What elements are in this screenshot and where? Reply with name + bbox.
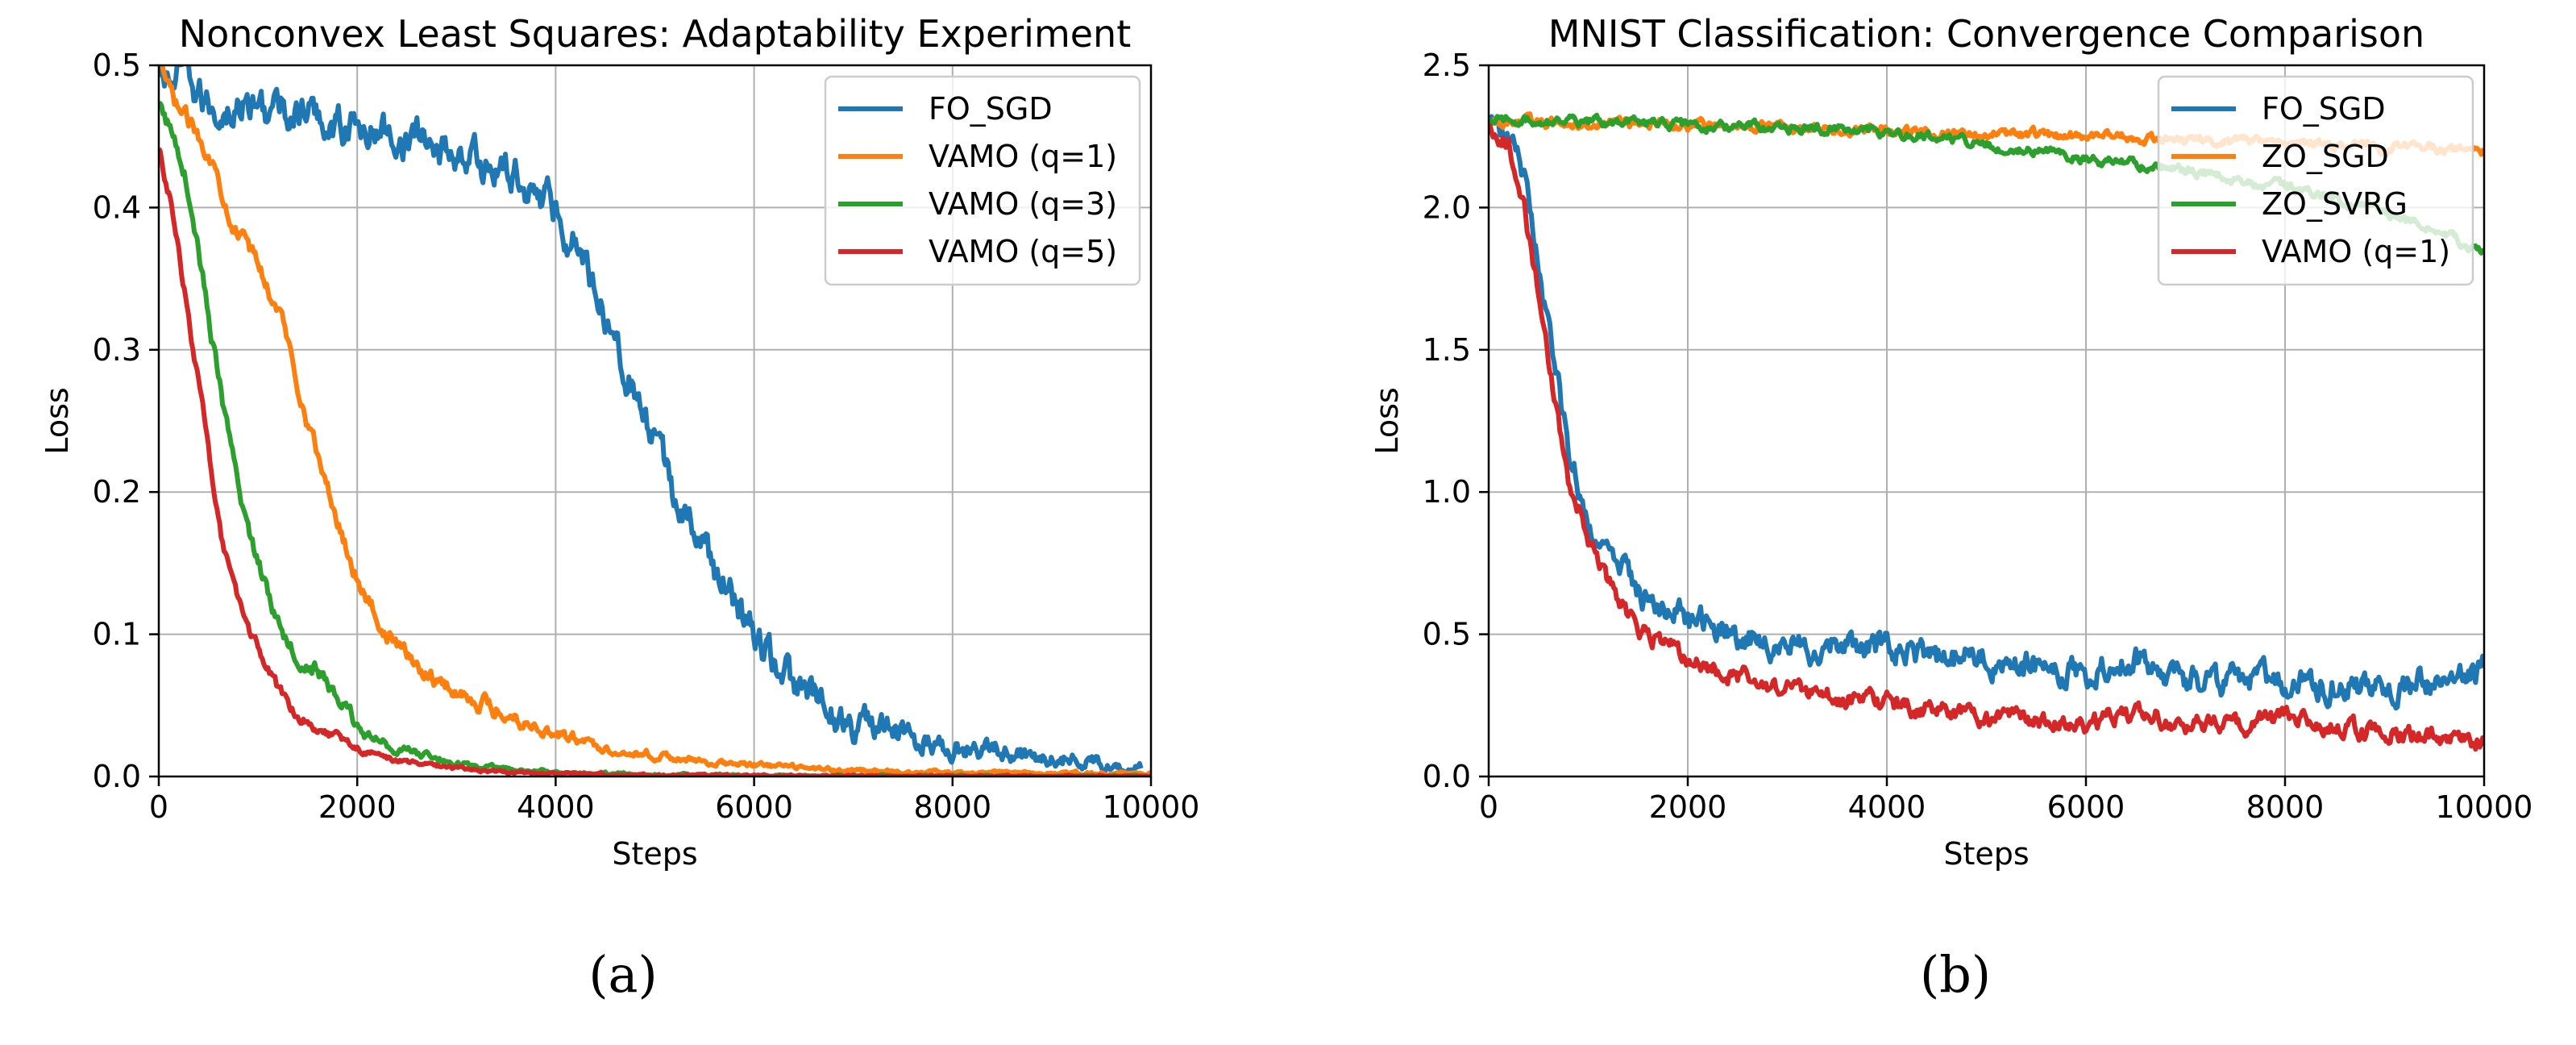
y-tick-label: 0.0 (1423, 759, 1471, 794)
series-line-fo-sgd (159, 65, 1144, 776)
legend-label: FO_SGD (929, 91, 1053, 127)
series-line-vamo-q-1- (160, 65, 1151, 776)
x-tick-label: 0 (1479, 789, 1498, 825)
chart-title: MNIST Classification: Convergence Compar… (1548, 12, 2424, 56)
y-tick-label: 0.0 (93, 759, 141, 794)
legend-label: VAMO (q=5) (929, 234, 1117, 269)
y-tick-label: 1.5 (1423, 332, 1471, 368)
legend-label: VAMO (q=1) (929, 139, 1117, 174)
y-tick-label: 0.5 (93, 48, 141, 83)
chart-panel-1: 0 2000 4000 6000 8000 10000 0.0 0.1 0.2 0.3 0.4 0.5… (39, 12, 1199, 1004)
chart-panel-2: 0 2000 4000 6000 8000 10000 0.0 0.5 1.0 1.5 2.0 2.5… (1369, 12, 2532, 1004)
x-axis-label: Steps (612, 836, 697, 872)
y-axis-label: Loss (39, 387, 75, 454)
x-tick-label: 6000 (2047, 789, 2125, 825)
x-tick-label: 10000 (2436, 789, 2533, 825)
x-tick-label: 2000 (318, 789, 397, 825)
legend-label: VAMO (q=3) (929, 186, 1117, 222)
x-axis-label: Steps (1943, 836, 2029, 872)
series-line-vamo-q-1- (1489, 123, 2484, 752)
x-tick-label: 2000 (1649, 789, 1727, 825)
legend-label: ZO_SGD (2262, 139, 2389, 174)
legend-box (2157, 75, 2474, 286)
chart-title: Nonconvex Least Squares: Adaptability Ex… (179, 12, 1132, 56)
y-tick-label: 0.1 (93, 617, 141, 652)
y-tick-label: 0.3 (93, 332, 141, 368)
y-tick-label: 0.5 (1423, 617, 1471, 652)
x-tick-label: 8000 (2246, 789, 2325, 825)
y-tick-label: 2.5 (1423, 48, 1471, 83)
legend: FO_SGD VAMO (q=1) VAMO (q=3) VAMO (q=5) (824, 75, 1141, 286)
panel-caption: (a) (588, 945, 657, 1004)
series-line-fo-sgd (1489, 114, 2484, 711)
x-tick-label: 10000 (1103, 789, 1200, 825)
legend: FO_SGD ZO_SGD ZO_SVRG VAMO (q=1) (2157, 75, 2474, 286)
x-tick-label: 8000 (913, 789, 991, 825)
panel-caption: (b) (1920, 945, 1991, 1004)
plot-frame (157, 64, 1153, 778)
x-tick-label: 4000 (1848, 789, 1926, 825)
y-axis-label: Loss (1369, 387, 1405, 454)
x-tick-label: 6000 (715, 789, 793, 825)
legend-label: FO_SGD (2262, 91, 2386, 127)
y-tick-label: 2.0 (1423, 189, 1471, 225)
plot-frame (1487, 64, 2486, 778)
x-tick-label: 0 (149, 789, 168, 825)
legend-label: VAMO (q=1) (2262, 234, 2450, 269)
x-tick-label: 4000 (517, 789, 595, 825)
y-tick-label: 1.0 (1423, 474, 1471, 510)
legend-label: ZO_SVRG (2262, 186, 2408, 222)
y-tick-label: 0.4 (93, 189, 141, 225)
legend-box (824, 75, 1141, 286)
y-tick-label: 0.2 (93, 474, 141, 510)
